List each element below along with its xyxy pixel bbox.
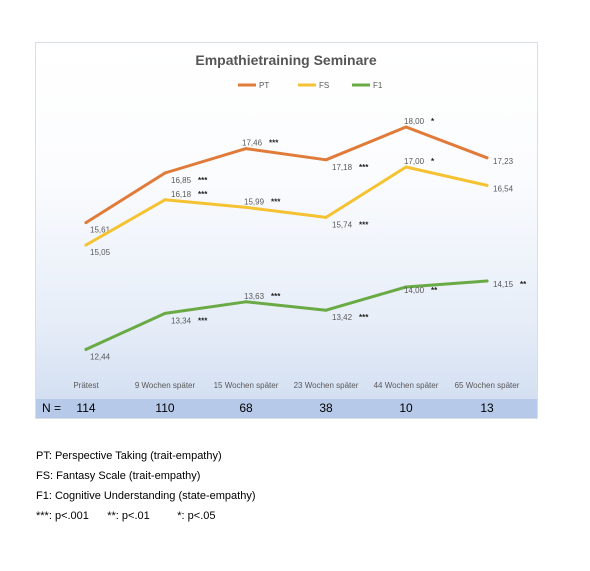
data-point-pt: [244, 147, 248, 151]
sample-size-value: 10: [399, 401, 413, 415]
data-point-pt: [404, 125, 408, 129]
data-point-fs: [244, 205, 248, 209]
data-point-fs: [324, 215, 328, 219]
data-point-fs: [485, 183, 489, 187]
data-point-f1: [244, 300, 248, 304]
data-label-pt: 17,23: [493, 157, 514, 166]
data-label-fs: 15,05: [90, 248, 111, 257]
data-label-pt: 18,00: [404, 117, 425, 126]
data-point-pt: [84, 221, 88, 225]
x-tick-label: 65 Wochen später: [455, 381, 520, 390]
sample-size-value: 38: [319, 401, 333, 415]
x-tick-label: 9 Wochen später: [135, 381, 196, 390]
data-point-f1: [404, 285, 408, 289]
data-label-f1: 14,00: [404, 286, 425, 295]
data-label-f1: 12,44: [90, 352, 111, 361]
data-point-pt: [324, 158, 328, 162]
sample-size-value: 110: [155, 401, 175, 415]
data-label-pt: 16,85: [171, 176, 192, 185]
legend-label-fs: FS: [319, 81, 329, 90]
significance-marker-f1: **: [520, 280, 527, 289]
significance-marker-fs: *: [431, 157, 435, 166]
data-point-fs: [404, 165, 408, 169]
data-label-pt: 17,46: [242, 139, 263, 148]
significance-marker-fs: ***: [271, 197, 281, 206]
sample-size-value: 114: [76, 401, 96, 415]
data-label-f1: 14,15: [493, 280, 514, 289]
sample-size-value: 68: [239, 401, 253, 415]
x-tick-label: 15 Wochen später: [214, 381, 279, 390]
sample-size-value: 13: [480, 401, 494, 415]
legend-label-f1: F1: [373, 81, 383, 90]
chart-panel: Empathietraining Seminare PT FS F1 15,61 16…: [35, 42, 538, 419]
data-label-f1: 13,34: [171, 316, 192, 325]
significance-marker-pt: ***: [269, 139, 279, 148]
significance-marker-f1: **: [431, 286, 438, 295]
x-tick-label: 44 Wochen später: [374, 381, 439, 390]
series-line-fs: [84, 165, 489, 247]
legend: PT FS F1: [238, 81, 383, 90]
x-tick-label: Prätest: [73, 381, 99, 390]
legend-label-pt: PT: [259, 81, 269, 90]
series-line-pt: [84, 125, 489, 225]
data-point-f1: [84, 347, 88, 351]
data-label-fs: 15,74: [332, 220, 353, 229]
chart-title: Empathietraining Seminare: [195, 52, 376, 68]
significance-marker-f1: ***: [271, 292, 281, 301]
data-label-fs: 17,00: [404, 157, 425, 166]
significance-marker-pt: *: [431, 117, 435, 126]
series-line-f1: [84, 279, 489, 351]
data-point-f1: [485, 279, 489, 283]
significance-marker-fs: ***: [198, 190, 208, 199]
data-label-fs: 16,18: [171, 190, 192, 199]
data-point-pt: [163, 171, 167, 175]
data-label-fs: 15,99: [244, 197, 265, 206]
x-axis: Prätest 9 Wochen später 15 Wochen später 23…: [73, 381, 519, 390]
sample-size-label: N =: [42, 401, 62, 415]
footnote-f1: F1: Cognitive Understanding (state-empat…: [36, 490, 256, 502]
data-label-pt: 17,18: [332, 163, 353, 172]
significance-marker-f1: ***: [198, 316, 208, 325]
data-point-f1: [324, 308, 328, 312]
data-point-f1: [163, 311, 167, 315]
data-label-fs: 16,54: [493, 184, 514, 193]
data-label-f1: 13,42: [332, 313, 353, 322]
footnote-significance: ***: p<.001 **: p<.01 *: p<.05: [36, 510, 216, 522]
x-tick-label: 23 Wochen später: [294, 381, 359, 390]
line-chart: Empathietraining Seminare PT FS F1 15,61 16…: [73, 52, 527, 390]
data-point-fs: [84, 243, 88, 247]
significance-marker-fs: ***: [359, 220, 369, 229]
data-point-pt: [485, 156, 489, 160]
data-point-fs: [163, 198, 167, 202]
significance-marker-pt: ***: [198, 176, 208, 185]
sample-size-row: N = 114 110 68 38 10 13: [36, 399, 537, 418]
footnotes: PT: Perspective Taking (trait-empathy) F…: [36, 450, 256, 530]
data-label-f1: 13,63: [244, 292, 265, 301]
significance-marker-f1: ***: [359, 313, 369, 322]
data-label-pt: 15,61: [90, 226, 111, 235]
significance-marker-pt: ***: [359, 163, 369, 172]
footnote-fs: FS: Fantasy Scale (trait-empathy): [36, 470, 201, 482]
footnote-pt: PT: Perspective Taking (trait-empathy): [36, 450, 222, 462]
